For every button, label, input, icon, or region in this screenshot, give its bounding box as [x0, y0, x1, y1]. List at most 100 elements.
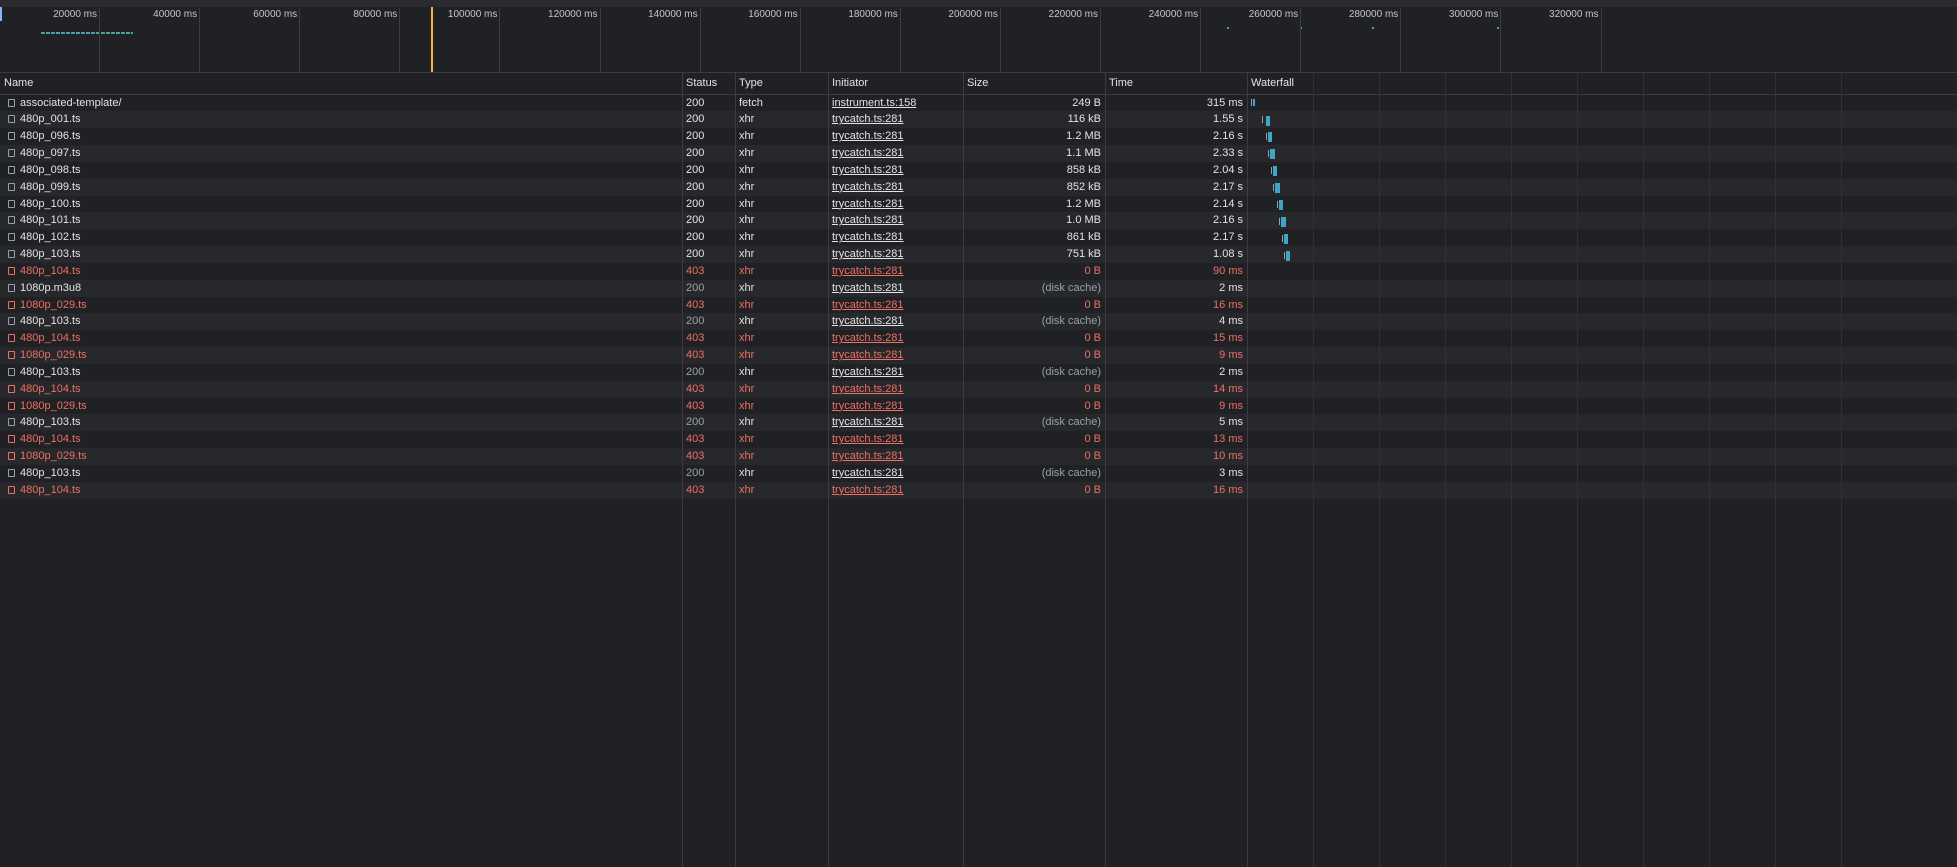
cell-type: xhr	[739, 466, 755, 479]
cell-initiator[interactable]: trycatch.ts:281	[832, 163, 904, 176]
cell-initiator[interactable]: trycatch.ts:281	[832, 433, 904, 446]
request-row[interactable]: 480p_101.ts 200 xhr trycatch.ts:281 1.0 MB 2.…	[0, 212, 1957, 230]
cell-name: 480p_104.ts	[20, 483, 81, 496]
cell-size: 751 kB	[1066, 248, 1101, 261]
request-row[interactable]: 480p_097.ts 200 xhr trycatch.ts:281 1.1 MB 2.…	[0, 145, 1957, 162]
request-row[interactable]: 480p_096.ts 200 xhr trycatch.ts:281 1.2 MB 2.…	[0, 128, 1957, 145]
cell-initiator[interactable]: trycatch.ts:281	[832, 180, 904, 193]
cell-initiator[interactable]: trycatch.ts:281	[832, 298, 904, 311]
toolbar-edge	[0, 0, 1957, 7]
request-row[interactable]: 480p_103.ts 200 xhr trycatch.ts:281 (disk ca…	[0, 364, 1957, 381]
cell-status: 200	[686, 365, 705, 378]
cell-initiator[interactable]: trycatch.ts:281	[832, 332, 904, 345]
overview-tick-label: 200000 ms	[948, 9, 998, 20]
column-header: Name	[4, 77, 34, 89]
file-icon	[8, 250, 15, 259]
wf-wait	[1282, 235, 1283, 242]
cell-type: xhr	[739, 298, 755, 311]
cell-time: 13 ms	[1213, 433, 1243, 446]
cell-initiator[interactable]: trycatch.ts:281	[832, 349, 904, 362]
cell-initiator[interactable]: trycatch.ts:281	[832, 466, 904, 479]
cell-initiator[interactable]: trycatch.ts:281	[832, 382, 904, 395]
cell-initiator[interactable]: trycatch.ts:281	[832, 450, 904, 463]
header-divider	[0, 94, 1957, 95]
request-row[interactable]: 480p_103.ts 200 xhr trycatch.ts:281 (disk ca…	[0, 465, 1957, 482]
cell-initiator[interactable]: trycatch.ts:281	[832, 264, 904, 277]
file-icon	[8, 452, 15, 461]
cell-time: 2.16 s	[1213, 130, 1243, 143]
request-row[interactable]: associated-template/200 fetch instrument.t…	[0, 95, 1957, 112]
cell-status: 200	[686, 113, 705, 126]
wf-wait	[1262, 116, 1263, 123]
overview-grid-line	[399, 8, 401, 72]
request-row[interactable]: 1080p_029.ts 403 xhr trycatch.ts:281 0 B 9 ms	[0, 347, 1957, 364]
request-row[interactable]: 1080p_029.ts 403 xhr trycatch.ts:281 0 B 9 ms	[0, 398, 1957, 415]
request-row[interactable]: 480p_104.ts 403 xhr trycatch.ts:281 0 B 90 ms	[0, 263, 1957, 280]
cell-initiator[interactable]: trycatch.ts:281	[832, 197, 904, 210]
waterfall-grid-line	[1841, 73, 1842, 867]
overview-tick-label: 120000 ms	[548, 9, 598, 20]
request-row[interactable]: 480p_103.ts 200 xhr trycatch.ts:281 (disk ca…	[0, 313, 1957, 331]
wf-wait	[1251, 99, 1252, 106]
cell-initiator[interactable]: trycatch.ts:281	[832, 248, 904, 261]
cell-size: (disk cache)	[1041, 365, 1101, 378]
request-row[interactable]: 480p_098.ts 200 xhr trycatch.ts:281 858 kB 2.…	[0, 162, 1957, 179]
cell-status: 403	[686, 399, 705, 412]
file-icon	[8, 149, 15, 158]
cell-initiator[interactable]: trycatch.ts:281	[832, 147, 904, 160]
cell-status: 403	[686, 298, 705, 311]
dom-marker	[0, 7, 2, 21]
cell-size: (disk cache)	[1041, 466, 1101, 479]
waterfall-grid-line	[1445, 73, 1446, 867]
request-row[interactable]: 480p_001.ts 200 xhr trycatch.ts:281 116 kB 1.…	[0, 111, 1957, 129]
overview-grid-line	[199, 8, 201, 72]
overview-tick-label: 280000 ms	[1348, 9, 1399, 20]
overview-tick-label: 40000 ms	[153, 9, 198, 20]
cell-name: 480p_100.ts	[20, 197, 81, 210]
cell-time: 1.08 s	[1213, 248, 1243, 261]
cell-initiator[interactable]: trycatch.ts:281	[832, 281, 904, 294]
cell-type: xhr	[739, 264, 755, 277]
column-divider	[682, 73, 683, 867]
request-row[interactable]: 480p_100.ts 200 xhr trycatch.ts:281 1.2 MB 2.…	[0, 196, 1957, 213]
cell-status: 200	[686, 466, 705, 479]
cell-time: 2.04 s	[1213, 163, 1243, 176]
cell-initiator[interactable]: trycatch.ts:281	[832, 315, 904, 328]
request-row[interactable]: 480p_102.ts 200 xhr trycatch.ts:281 861 kB 2.…	[0, 229, 1957, 246]
request-row[interactable]: 480p_103.ts 200 xhr trycatch.ts:281 751 kB 1.…	[0, 246, 1957, 263]
file-icon	[8, 283, 15, 292]
request-row[interactable]: 480p_103.ts 200 xhr trycatch.ts:281 (disk ca…	[0, 414, 1957, 432]
cell-initiator[interactable]: trycatch.ts:281	[832, 483, 904, 496]
overview-grid-line	[299, 8, 301, 72]
cell-initiator[interactable]: trycatch.ts:281	[832, 113, 904, 126]
request-row[interactable]: 480p_104.ts 403 xhr trycatch.ts:281 0 B 13 ms	[0, 431, 1957, 448]
cell-type: xhr	[739, 147, 755, 160]
cell-initiator[interactable]: trycatch.ts:281	[832, 231, 904, 244]
file-icon	[8, 317, 15, 326]
cell-initiator[interactable]: trycatch.ts:281	[832, 130, 904, 143]
cell-name: 480p_099.ts	[20, 180, 81, 193]
cell-time: 4 ms	[1219, 315, 1243, 328]
overview-grid-line	[1200, 8, 1202, 72]
request-row[interactable]: 480p_104.ts 403 xhr trycatch.ts:281 0 B 16 ms	[0, 481, 1957, 499]
request-row[interactable]: 480p_104.ts 403 xhr trycatch.ts:281 0 B 15 ms	[0, 330, 1957, 347]
cell-size: (disk cache)	[1041, 315, 1101, 328]
cell-initiator[interactable]: instrument.ts:158	[832, 96, 917, 109]
wf-wait	[1273, 184, 1274, 191]
column-header: Initiator	[832, 77, 869, 89]
request-row[interactable]: 1080p.m3u8 200 xhr trycatch.ts:281 (disk cac…	[0, 279, 1957, 297]
cell-initiator[interactable]: trycatch.ts:281	[832, 399, 904, 412]
file-icon	[8, 132, 15, 141]
cell-initiator[interactable]: trycatch.ts:281	[832, 214, 904, 227]
cell-initiator[interactable]: trycatch.ts:281	[832, 416, 904, 429]
cell-name: 480p_097.ts	[20, 147, 81, 160]
request-row[interactable]: 480p_099.ts 200 xhr trycatch.ts:281 852 kB 2.…	[0, 178, 1957, 196]
cell-type: fetch	[739, 96, 763, 109]
request-row[interactable]: 1080p_029.ts 403 xhr trycatch.ts:281 0 B 10 m…	[0, 448, 1957, 465]
cell-initiator[interactable]: trycatch.ts:281	[832, 365, 904, 378]
overview-grid-line	[1300, 8, 1302, 72]
request-row[interactable]: 1080p_029.ts 403 xhr trycatch.ts:281 0 B 16 m…	[0, 297, 1957, 314]
cell-time: 1.55 s	[1213, 113, 1243, 126]
overview-grid-line	[699, 8, 701, 72]
request-row[interactable]: 480p_104.ts 403 xhr trycatch.ts:281 0 B 14 ms	[0, 380, 1957, 398]
